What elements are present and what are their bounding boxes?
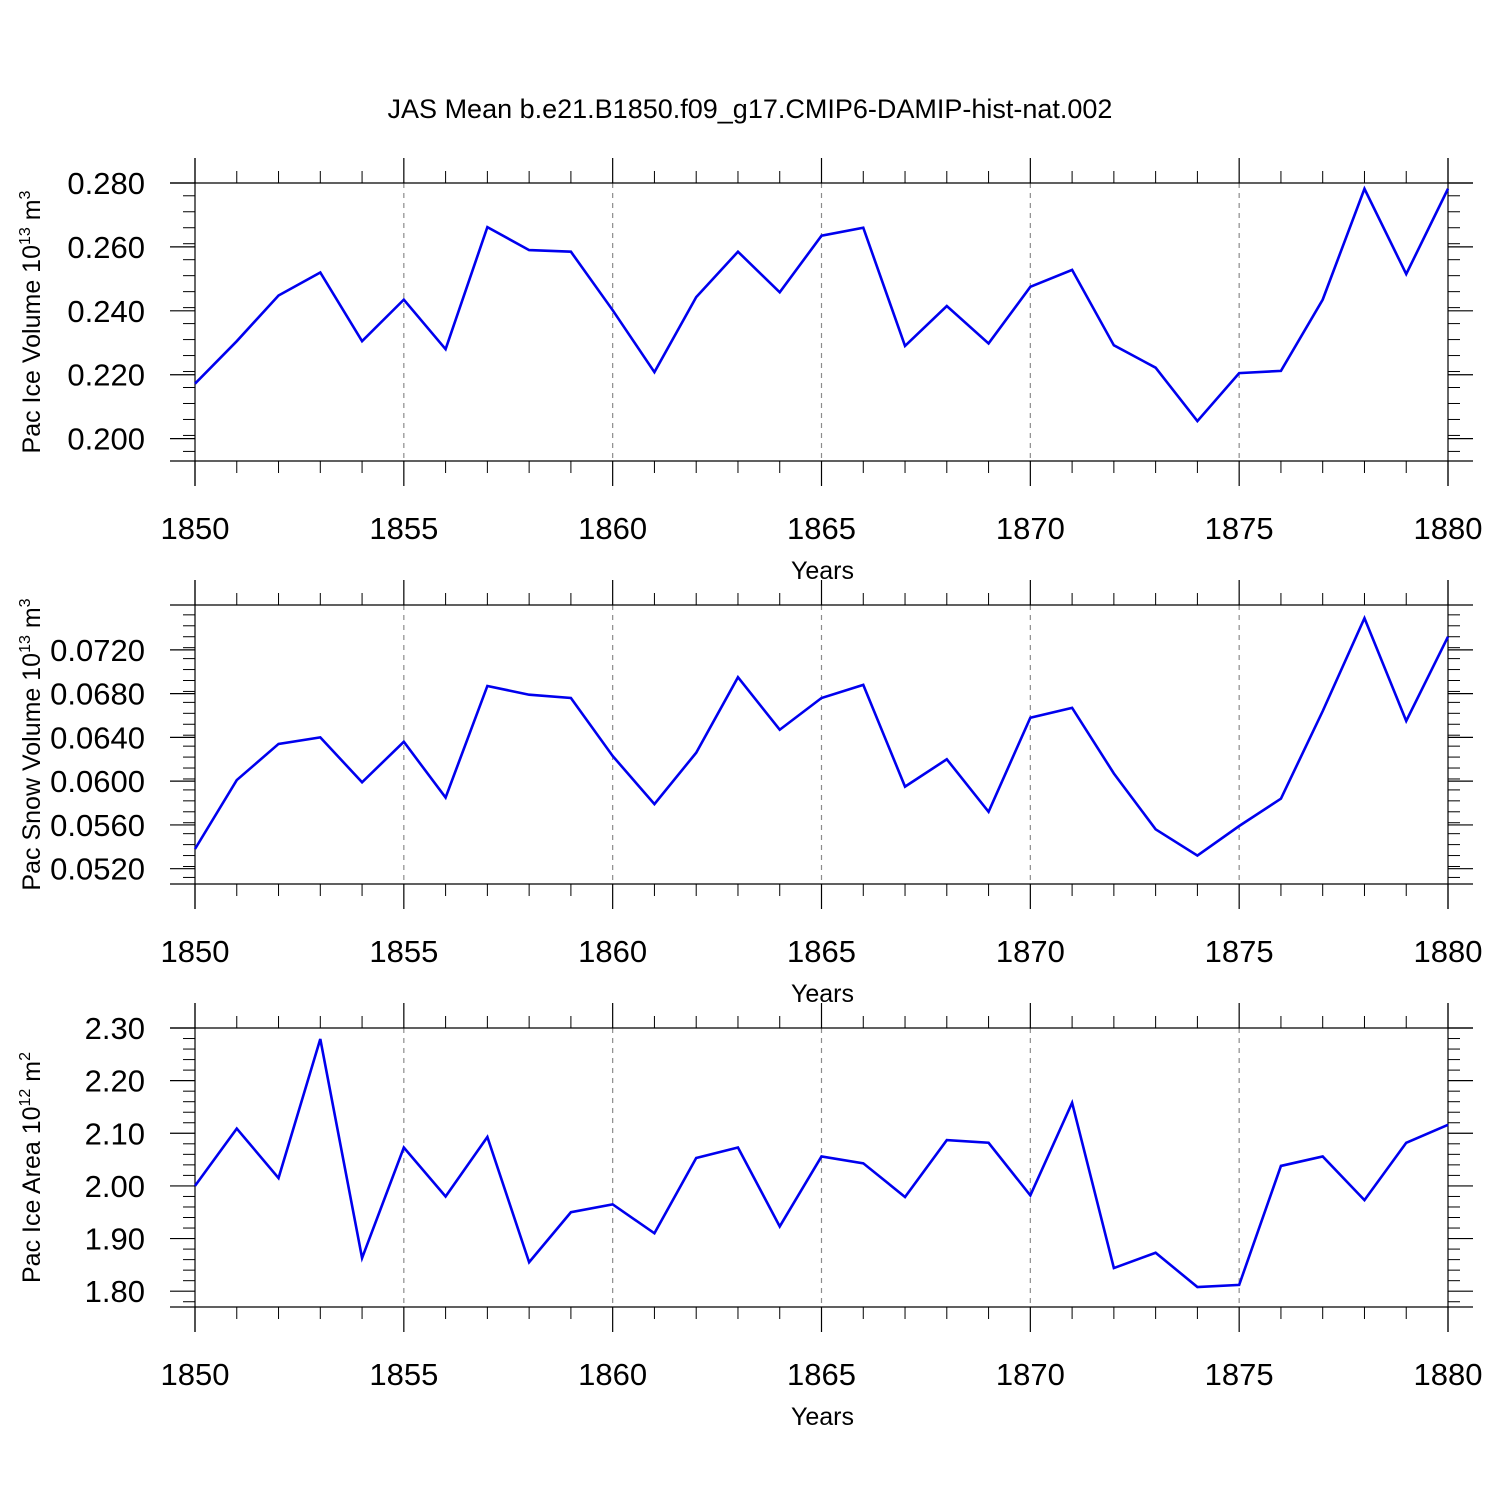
x-tick-label: 1880 <box>1414 934 1483 969</box>
x-tick-label: 1860 <box>578 1357 647 1392</box>
series-line <box>193 614 1450 858</box>
x-tick-label: 1855 <box>369 511 438 546</box>
x-tick-label: 1870 <box>996 511 1065 546</box>
y-tick-label: 0.0720 <box>50 633 145 668</box>
x-tick-label: 1870 <box>996 934 1065 969</box>
y-tick-label: 1.80 <box>85 1274 145 1309</box>
x-tick-label: 1860 <box>578 511 647 546</box>
y-tick-label: 0.200 <box>67 422 145 457</box>
y-tick-label: 0.0600 <box>50 764 145 799</box>
x-tick-label: 1860 <box>578 934 647 969</box>
y-tick-label: 0.220 <box>67 358 145 393</box>
x-tick-label: 1855 <box>369 934 438 969</box>
y-tick-label: 0.0520 <box>50 852 145 887</box>
x-tick-label: 1850 <box>161 934 230 969</box>
series-line <box>194 185 1450 424</box>
y-tick-label: 2.10 <box>85 1116 145 1151</box>
panel-3: 1.80 1.90 2.00 2.10 2.20 2.30 1850 1855 1860 1865… <box>17 1003 1482 1431</box>
x-tick-label: 1865 <box>787 1357 856 1392</box>
x-tick-label: 1875 <box>1205 511 1274 546</box>
y-axis-title: Pac Ice Volume 1013 m3 <box>17 190 46 453</box>
x-tick-label: 1875 <box>1205 1357 1274 1392</box>
y-tick-label: 2.20 <box>85 1064 145 1099</box>
x-tick-label: 1875 <box>1205 934 1274 969</box>
x-tick-label: 1865 <box>787 934 856 969</box>
x-tick-label: 1870 <box>996 1357 1065 1392</box>
x-tick-label: 1880 <box>1414 1357 1483 1392</box>
x-axis-title: Years <box>791 1403 854 1431</box>
y-axis-title: Pac Ice Area 1012 m2 <box>17 1052 46 1283</box>
y-tick-label: 0.240 <box>67 294 145 329</box>
y-tick-label: 0.260 <box>67 230 145 265</box>
x-axis-title: Years <box>791 980 854 1008</box>
y-tick-label: 2.00 <box>85 1169 145 1204</box>
series-line <box>193 1038 1449 1289</box>
y-tick-label: 0.280 <box>67 166 145 201</box>
x-axis-title: Years <box>791 557 854 585</box>
y-tick-label: 1.90 <box>85 1222 145 1257</box>
panel-2: 0.0520 0.0560 0.0600 0.0640 0.0680 0.0720 1850… <box>17 580 1482 1008</box>
x-tick-label: 1850 <box>161 1357 230 1392</box>
x-tick-label: 1855 <box>369 1357 438 1392</box>
panel-1: 0.200 0.220 0.240 0.260 0.280 1850 1855 1860 186… <box>17 158 1482 585</box>
x-tick-label: 1850 <box>161 511 230 546</box>
x-tick-label: 1880 <box>1414 511 1483 546</box>
y-tick-label: 0.0560 <box>50 808 145 843</box>
main-title: JAS Mean b.e21.B1850.f09_g17.CMIP6-DAMIP… <box>388 94 1113 124</box>
y-tick-label: 2.30 <box>85 1011 145 1046</box>
y-tick-label: 0.0640 <box>50 720 145 755</box>
y-tick-label: 0.0680 <box>50 677 145 712</box>
x-tick-label: 1865 <box>787 511 856 546</box>
y-axis-title: Pac Snow Volume 1013 m3 <box>17 598 46 890</box>
